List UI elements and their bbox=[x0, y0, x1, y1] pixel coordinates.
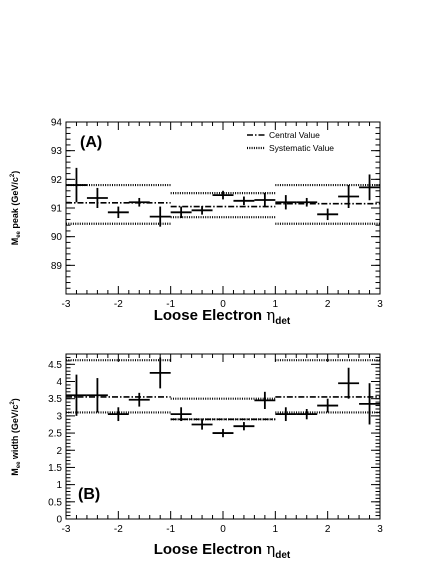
x-tick-label: 2 bbox=[325, 524, 331, 535]
y-axis-title-text: width (GeV/c bbox=[10, 405, 20, 462]
y-tick-label: 3.5 bbox=[48, 394, 62, 405]
chart-panel-a: -3 -2 -1 0 1 2 3 89 90 91 92 93 94 (A) Loose Electron … bbox=[10, 118, 383, 328]
y-tick-label: 93 bbox=[51, 146, 63, 157]
data-point bbox=[317, 398, 339, 413]
x-tick-label: 0 bbox=[220, 524, 226, 535]
x-axis-title-greek: η bbox=[266, 306, 275, 324]
legend-label: Central Value bbox=[269, 130, 320, 140]
data-point bbox=[149, 357, 171, 389]
y-axis-title: Mee peak (GeV/c2) bbox=[10, 171, 22, 246]
y-axis-title-close: ) bbox=[10, 171, 20, 174]
x-tick-label: -3 bbox=[62, 524, 71, 535]
x-tick-label: 3 bbox=[377, 299, 383, 310]
x-tick-label: -1 bbox=[166, 524, 175, 535]
x-tick-label: 3 bbox=[377, 524, 383, 535]
data-point bbox=[338, 185, 360, 208]
y-tick-label: 4 bbox=[56, 377, 62, 388]
panel-label: (B) bbox=[78, 486, 100, 503]
panel-label: (A) bbox=[80, 134, 102, 151]
y-tick-label: 91 bbox=[51, 204, 63, 215]
y-tick-label: 2.5 bbox=[48, 429, 62, 440]
x-axis-title-sub: det bbox=[275, 550, 291, 561]
data-point bbox=[86, 187, 108, 208]
y-axis-title-sup: 2 bbox=[10, 401, 16, 405]
y-axis-title-close: ) bbox=[10, 398, 20, 401]
data-point bbox=[107, 206, 129, 219]
data-point bbox=[191, 419, 213, 430]
data-point bbox=[359, 383, 380, 425]
y-axis-title-sub: ee bbox=[16, 230, 22, 237]
data-point bbox=[254, 391, 276, 409]
data-point bbox=[212, 428, 234, 438]
y-tick-label: 90 bbox=[51, 232, 63, 243]
y-tick-label: 1.5 bbox=[48, 463, 62, 474]
data-point bbox=[233, 196, 255, 206]
x-tick-label: -2 bbox=[114, 299, 123, 310]
y-tick-label: 0 bbox=[56, 515, 62, 526]
data-point bbox=[338, 367, 360, 399]
data-point bbox=[128, 392, 150, 407]
x-axis-title: Loose Electron ηdet bbox=[154, 306, 291, 327]
data-point bbox=[191, 205, 213, 215]
x-axis-title: Loose Electron ηdet bbox=[154, 540, 291, 561]
y-tick-label: 1 bbox=[56, 480, 62, 491]
x-axis-title-text: Loose Electron bbox=[154, 307, 267, 324]
x-tick-label: -3 bbox=[62, 299, 71, 310]
data-point bbox=[317, 208, 339, 221]
data-point bbox=[66, 374, 87, 416]
data-point bbox=[359, 174, 380, 201]
x-axis-title-greek: η bbox=[266, 540, 275, 558]
data-point bbox=[296, 197, 318, 207]
data-point bbox=[149, 206, 171, 227]
x-tick-label: 0 bbox=[220, 299, 226, 310]
y-axis-title-m: M bbox=[10, 238, 20, 246]
data-point bbox=[233, 422, 255, 431]
data-point bbox=[128, 197, 150, 207]
x-tick-label: 2 bbox=[325, 299, 331, 310]
data-point bbox=[86, 378, 108, 413]
y-tick-label: 0.5 bbox=[48, 497, 62, 508]
chart-panel-b: -3 -2 -1 0 1 2 3 0 0.5 1 1.5 2 2.5 3 3.5 4 4.5 (B) Loose E… bbox=[10, 353, 383, 561]
y-tick-label: 4.5 bbox=[48, 360, 62, 371]
data-point bbox=[170, 206, 192, 219]
x-axis-title-text: Loose Electron bbox=[154, 541, 267, 558]
x-tick-label: -1 bbox=[166, 299, 175, 310]
x-tick-label: 1 bbox=[273, 299, 279, 310]
y-tick-label: 92 bbox=[51, 175, 63, 186]
data-point bbox=[66, 167, 87, 203]
data-point bbox=[275, 407, 297, 422]
legend-label: Systematic Value bbox=[269, 143, 334, 153]
x-axis-title-sub: det bbox=[275, 316, 291, 327]
data-point bbox=[275, 195, 297, 210]
y-axis-title-sup: 2 bbox=[10, 173, 16, 177]
y-axis-title: Mee width (GeV/c2) bbox=[10, 398, 22, 476]
legend: Central Value Systematic Value bbox=[247, 130, 334, 153]
data-point bbox=[296, 409, 318, 420]
x-tick-label: -2 bbox=[114, 524, 123, 535]
x-tick-label: 1 bbox=[273, 524, 279, 535]
y-axis-title-m: M bbox=[10, 468, 20, 476]
data-point bbox=[254, 192, 276, 208]
y-axis-title-sub: ee bbox=[16, 461, 22, 468]
y-tick-label: 89 bbox=[51, 261, 63, 272]
data-point bbox=[107, 407, 129, 422]
data-point bbox=[170, 407, 192, 422]
y-tick-label: 94 bbox=[51, 118, 63, 129]
y-tick-label: 2 bbox=[56, 446, 62, 457]
y-tick-label: 3 bbox=[56, 411, 62, 422]
y-axis-title-text: peak (GeV/c bbox=[10, 177, 20, 231]
data-point bbox=[212, 190, 234, 200]
